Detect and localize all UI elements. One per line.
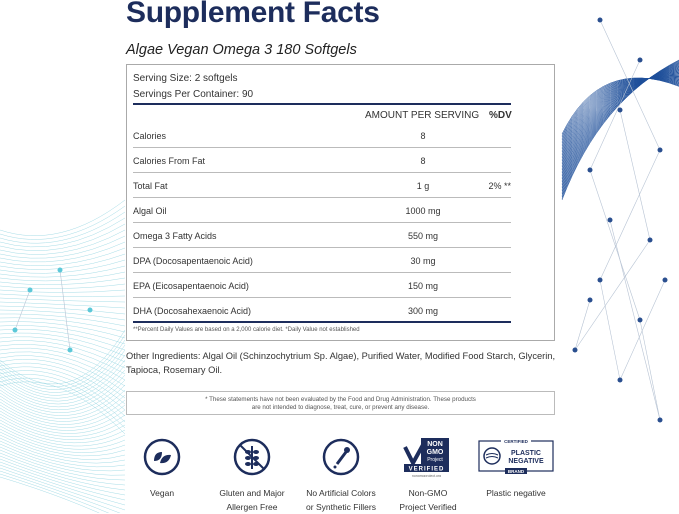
network-node [88, 308, 93, 313]
amount-header: AMOUNT PER SERVING [365, 110, 479, 121]
svg-text:Project: Project [427, 457, 443, 463]
no-wheat-icon [232, 437, 272, 477]
network-node [68, 348, 73, 353]
nutrient-row: EPA (Eicosapentaenoic Acid) 150 mg [133, 273, 511, 298]
nutrient-row: Calories 8 [133, 123, 511, 148]
nutrient-dv: 2% ** [488, 181, 511, 191]
nutrient-name: Calories From Fat [133, 156, 205, 166]
divider [133, 321, 511, 323]
nutrient-name: DHA (Docosahexaenoic Acid) [133, 306, 251, 316]
nutrient-amount: 150 mg [393, 281, 453, 291]
serving-size: Serving Size: 2 softgels [133, 73, 238, 84]
nutrient-amount: 300 mg [393, 306, 453, 316]
network-node [618, 378, 623, 383]
network-node [638, 318, 643, 323]
badge-gluten-free: Gluten and Major Allergen Free [207, 437, 297, 514]
nutrient-amount: 8 [393, 131, 453, 141]
network-node [658, 148, 663, 153]
badge-label: or Synthetic Fillers [296, 501, 386, 514]
svg-text:NON: NON [427, 441, 443, 448]
network-node [58, 268, 63, 273]
nutrient-row: DHA (Docosahexaenoic Acid) 300 mg [133, 298, 511, 323]
network-node [598, 278, 603, 283]
badge-label: Allergen Free [207, 501, 297, 514]
badge-label: Project Verified [383, 501, 473, 514]
supplement-facts-table: Serving Size: 2 softgels Servings Per Co… [126, 64, 555, 341]
servings-per-container: Servings Per Container: 90 [133, 89, 253, 100]
network-node [648, 238, 653, 243]
badge-label: Vegan [117, 487, 207, 501]
badge-label: Gluten and Major [207, 487, 297, 501]
dv-header: %DV [489, 110, 512, 121]
svg-text:GMO: GMO [427, 449, 444, 456]
svg-text:BRAND: BRAND [508, 469, 525, 474]
network-node [573, 348, 578, 353]
network-node [658, 418, 663, 423]
network-node [588, 298, 593, 303]
network-node [13, 328, 18, 333]
svg-text:CERTIFIED: CERTIFIED [504, 439, 529, 444]
svg-text:nongmoproject.org: nongmoproject.org [412, 474, 441, 477]
nutrient-name: Calories [133, 131, 166, 141]
leaf-icon [142, 437, 182, 477]
network-node [28, 288, 33, 293]
network-node [588, 168, 593, 173]
network-node [638, 58, 643, 63]
nutrient-name: DPA (Docosapentaenoic Acid) [133, 256, 253, 266]
nutrient-name: Omega 3 Fatty Acids [133, 231, 217, 241]
svg-text:PLASTIC: PLASTIC [511, 450, 541, 457]
nutrient-amount: 8 [393, 156, 453, 166]
fda-disclaimer: * These statements have not been evaluat… [126, 391, 555, 415]
svg-text:VERIFIED: VERIFIED [409, 467, 445, 473]
svg-text:NEGATIVE: NEGATIVE [508, 458, 544, 465]
nutrient-name: Algal Oil [133, 206, 167, 216]
dropper-icon [321, 437, 361, 477]
disclaimer-line: are not intended to diagnose, treat, cur… [127, 404, 554, 412]
network-node [598, 18, 603, 23]
nutrient-row: DPA (Docosapentaenoic Acid) 30 mg [133, 248, 511, 273]
nutrient-row: Omega 3 Fatty Acids 550 mg [133, 223, 511, 248]
network-node [663, 278, 668, 283]
badge-label: No Artificial Colors [296, 487, 386, 501]
nutrient-row: Calories From Fat 8 [133, 148, 511, 173]
badge-vegan: Vegan [117, 437, 207, 501]
footnote: **Percent Daily Values are based on a 2,… [133, 327, 360, 333]
product-subtitle: Algae Vegan Omega 3 180 Softgels [126, 42, 357, 58]
divider [133, 103, 511, 105]
nutrient-amount: 1 g [393, 181, 453, 191]
nutrient-row: Algal Oil 1000 mg [133, 198, 511, 223]
badge-label: Plastic negative [471, 487, 561, 501]
nutrient-name: Total Fat [133, 181, 168, 191]
disclaimer-line: * These statements have not been evaluat… [127, 396, 554, 404]
nutrient-row: Total Fat 1 g 2% ** [133, 173, 511, 198]
nutrient-amount: 30 mg [393, 256, 453, 266]
badge-label: Non-GMO [383, 487, 473, 501]
nutrient-amount: 550 mg [393, 231, 453, 241]
nutrient-amount: 1000 mg [393, 206, 453, 216]
badge-no-artificial: No Artificial Colors or Synthetic Filler… [296, 437, 386, 514]
nutrient-name: EPA (Eicosapentaenoic Acid) [133, 281, 249, 291]
network-node [608, 218, 613, 223]
page-title: Supplement Facts [126, 0, 380, 30]
network-node [618, 108, 623, 113]
other-ingredients: Other Ingredients: Algal Oil (Schinzochy… [126, 350, 566, 377]
